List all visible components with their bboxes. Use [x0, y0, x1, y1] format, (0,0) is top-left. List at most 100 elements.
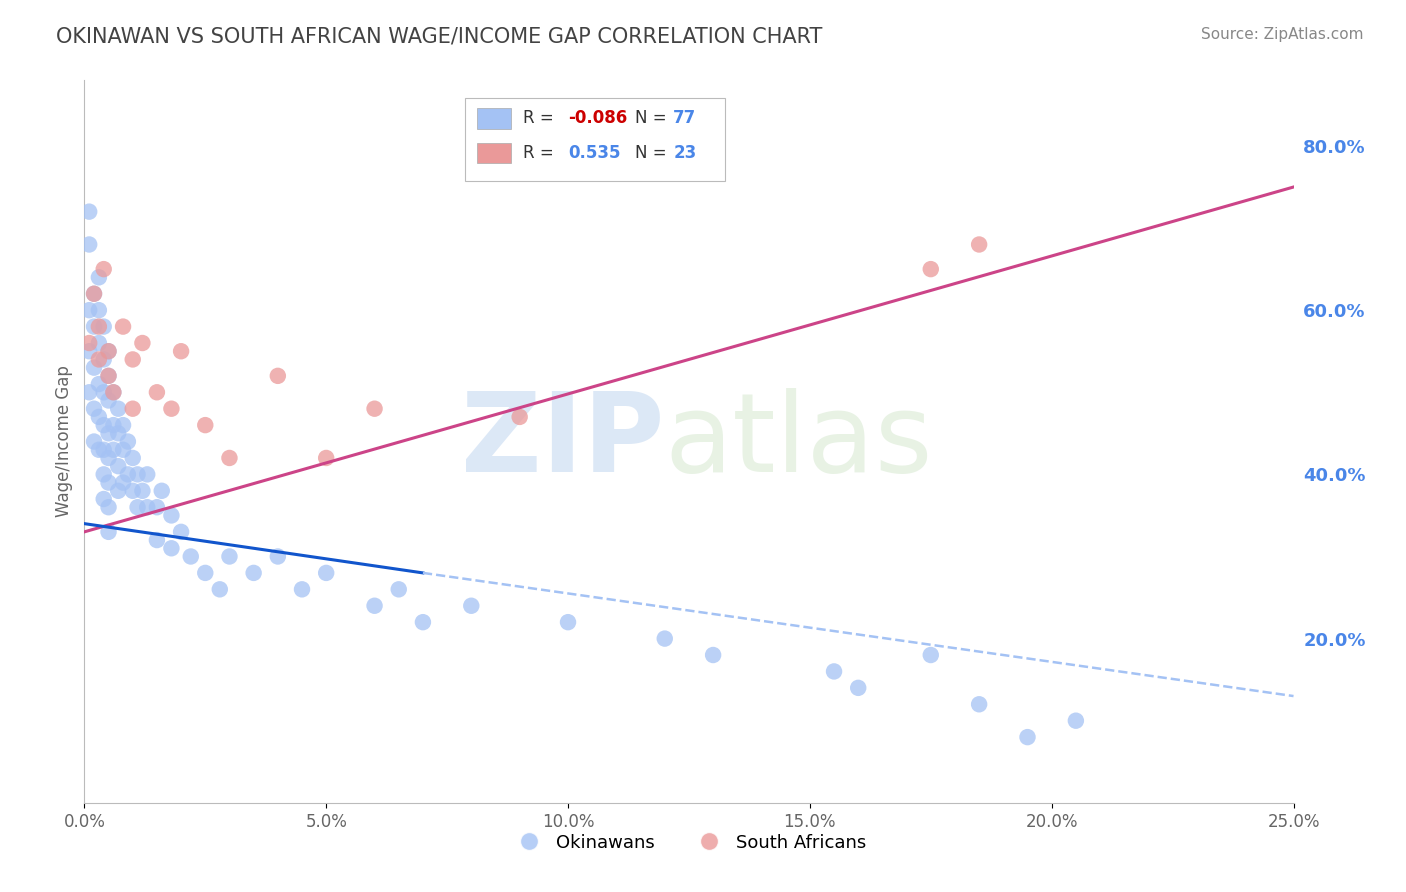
- Point: [180, 549, 202, 564]
- Point: [315, 450, 337, 465]
- Point: [97, 450, 120, 465]
- Point: [267, 368, 290, 383]
- Point: [112, 418, 135, 433]
- FancyBboxPatch shape: [478, 143, 512, 163]
- Point: [77, 336, 100, 351]
- Point: [77, 237, 100, 252]
- Point: [131, 483, 153, 498]
- Point: [291, 582, 314, 597]
- Point: [77, 385, 100, 400]
- Point: [967, 698, 990, 712]
- Point: [194, 566, 217, 580]
- Point: [160, 401, 183, 416]
- Point: [315, 566, 337, 580]
- Point: [267, 549, 290, 564]
- Legend: Okinawans, South Africans: Okinawans, South Africans: [503, 826, 875, 859]
- Point: [388, 582, 411, 597]
- Point: [97, 368, 120, 383]
- Text: 0.535: 0.535: [568, 144, 620, 161]
- Point: [146, 500, 169, 515]
- Point: [170, 344, 193, 359]
- Text: atlas: atlas: [665, 388, 934, 495]
- Text: N =: N =: [634, 144, 672, 161]
- Point: [363, 401, 385, 416]
- Point: [702, 648, 724, 662]
- Point: [87, 409, 110, 424]
- Point: [846, 681, 869, 695]
- Point: [170, 524, 193, 539]
- Point: [87, 442, 110, 457]
- Point: [112, 442, 135, 457]
- Point: [920, 262, 942, 277]
- Point: [93, 467, 115, 482]
- Point: [460, 599, 482, 613]
- FancyBboxPatch shape: [465, 98, 725, 181]
- Point: [97, 393, 120, 408]
- Point: [654, 632, 676, 646]
- Point: [160, 508, 183, 523]
- Point: [103, 418, 125, 433]
- Point: [93, 385, 115, 400]
- Text: OKINAWAN VS SOUTH AFRICAN WAGE/INCOME GAP CORRELATION CHART: OKINAWAN VS SOUTH AFRICAN WAGE/INCOME GA…: [56, 27, 823, 46]
- Point: [117, 467, 139, 482]
- Point: [103, 385, 125, 400]
- Point: [83, 401, 105, 416]
- Point: [509, 409, 531, 424]
- Point: [136, 467, 159, 482]
- Point: [103, 442, 125, 457]
- Point: [87, 336, 110, 351]
- Point: [1064, 714, 1087, 728]
- Point: [107, 426, 129, 441]
- Point: [83, 434, 105, 449]
- Point: [107, 401, 129, 416]
- Text: 23: 23: [673, 144, 696, 161]
- Point: [823, 665, 845, 679]
- Point: [97, 426, 120, 441]
- Point: [112, 475, 135, 490]
- Point: [146, 385, 169, 400]
- Point: [107, 459, 129, 474]
- Point: [412, 615, 434, 630]
- Point: [97, 475, 120, 490]
- Text: -0.086: -0.086: [568, 109, 627, 127]
- Point: [87, 352, 110, 367]
- Point: [97, 344, 120, 359]
- Text: ZIP: ZIP: [461, 388, 665, 495]
- Point: [208, 582, 231, 597]
- Point: [87, 303, 110, 318]
- Point: [121, 483, 143, 498]
- Point: [121, 352, 143, 367]
- Point: [83, 360, 105, 375]
- Text: R =: R =: [523, 144, 560, 161]
- Point: [93, 319, 115, 334]
- Point: [87, 319, 110, 334]
- Point: [83, 286, 105, 301]
- Point: [77, 303, 100, 318]
- Point: [363, 599, 385, 613]
- Point: [117, 434, 139, 449]
- Point: [93, 418, 115, 433]
- Point: [87, 270, 110, 285]
- Point: [97, 344, 120, 359]
- Point: [121, 450, 143, 465]
- Point: [112, 319, 135, 334]
- Point: [77, 344, 100, 359]
- Point: [87, 377, 110, 392]
- Point: [131, 336, 153, 351]
- Point: [83, 319, 105, 334]
- Point: [93, 262, 115, 277]
- Text: Source: ZipAtlas.com: Source: ZipAtlas.com: [1201, 27, 1364, 42]
- Point: [77, 204, 100, 219]
- Point: [218, 549, 240, 564]
- Point: [121, 401, 143, 416]
- Text: R =: R =: [523, 109, 560, 127]
- Point: [146, 533, 169, 547]
- Point: [93, 442, 115, 457]
- Point: [103, 385, 125, 400]
- Point: [160, 541, 183, 556]
- Text: 77: 77: [673, 109, 696, 127]
- Y-axis label: Wage/Income Gap: Wage/Income Gap: [55, 366, 73, 517]
- Point: [127, 467, 149, 482]
- Point: [83, 286, 105, 301]
- FancyBboxPatch shape: [478, 109, 512, 128]
